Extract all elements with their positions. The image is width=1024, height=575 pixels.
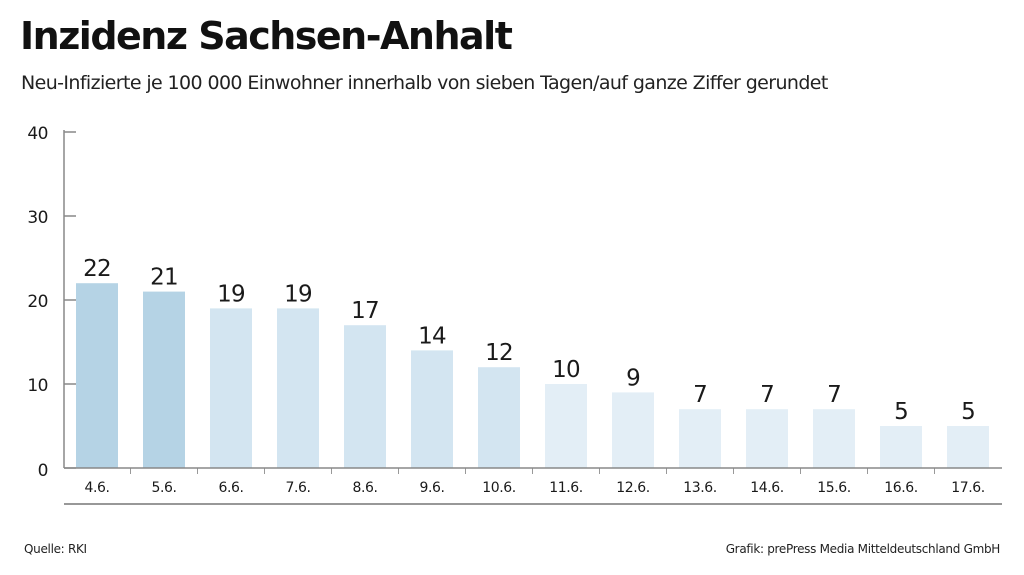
- bar-value-label: 22: [83, 256, 111, 282]
- bar: [411, 350, 453, 468]
- bar: [612, 392, 654, 468]
- x-tick-label: 4.6.: [84, 480, 109, 496]
- y-tick-label: 30: [27, 208, 48, 228]
- x-tick-label: 16.6.: [884, 480, 918, 496]
- bar-value-label: 19: [284, 281, 312, 307]
- chart-subtitle: Neu-Infizierte je 100 000 Einwohner inne…: [21, 72, 828, 94]
- bar: [344, 325, 386, 468]
- x-tick-label: 5.6.: [151, 480, 176, 496]
- bar-value-label: 14: [418, 323, 446, 349]
- bar-value-label: 5: [961, 399, 975, 425]
- bar: [210, 308, 252, 468]
- x-tick-label: 6.6.: [218, 480, 243, 496]
- x-tick-label: 9.6.: [419, 480, 444, 496]
- bar: [813, 409, 855, 468]
- bar: [478, 367, 520, 468]
- graphic-credit: Grafik: prePress Media Mitteldeutschland…: [725, 542, 1001, 556]
- x-tick-label: 13.6.: [683, 480, 717, 496]
- y-tick-label: 40: [27, 124, 48, 144]
- bar: [880, 426, 922, 468]
- bar-value-label: 17: [351, 298, 379, 324]
- bar-value-label: 7: [693, 382, 707, 408]
- bar-value-label: 7: [827, 382, 841, 408]
- bar: [947, 426, 989, 468]
- bar: [746, 409, 788, 468]
- x-tick-label: 12.6.: [616, 480, 650, 496]
- y-tick-label: 0: [38, 461, 48, 481]
- bar-value-label: 9: [626, 365, 640, 391]
- bar-value-label: 5: [894, 399, 908, 425]
- x-tick-label: 14.6.: [750, 480, 784, 496]
- bar-value-label: 10: [552, 357, 580, 383]
- y-tick-label: 20: [27, 292, 48, 312]
- x-tick-label: 7.6.: [285, 480, 310, 496]
- bar-value-label: 7: [760, 382, 774, 408]
- chart-title: Inzidenz Sachsen-Anhalt: [20, 14, 513, 58]
- bar: [679, 409, 721, 468]
- bar-value-label: 21: [150, 265, 178, 291]
- y-tick-label: 10: [27, 376, 48, 396]
- bar-value-label: 19: [217, 281, 245, 307]
- bar: [545, 384, 587, 468]
- x-tick-label: 17.6.: [951, 480, 985, 496]
- source-note: Quelle: RKI: [24, 542, 87, 556]
- bar: [143, 291, 185, 468]
- x-tick-label: 8.6.: [352, 480, 377, 496]
- x-tick-label: 11.6.: [549, 480, 583, 496]
- bar: [76, 283, 118, 468]
- bar: [277, 308, 319, 468]
- bar-value-label: 12: [485, 340, 513, 366]
- x-tick-label: 15.6.: [817, 480, 851, 496]
- x-tick-label: 10.6.: [482, 480, 516, 496]
